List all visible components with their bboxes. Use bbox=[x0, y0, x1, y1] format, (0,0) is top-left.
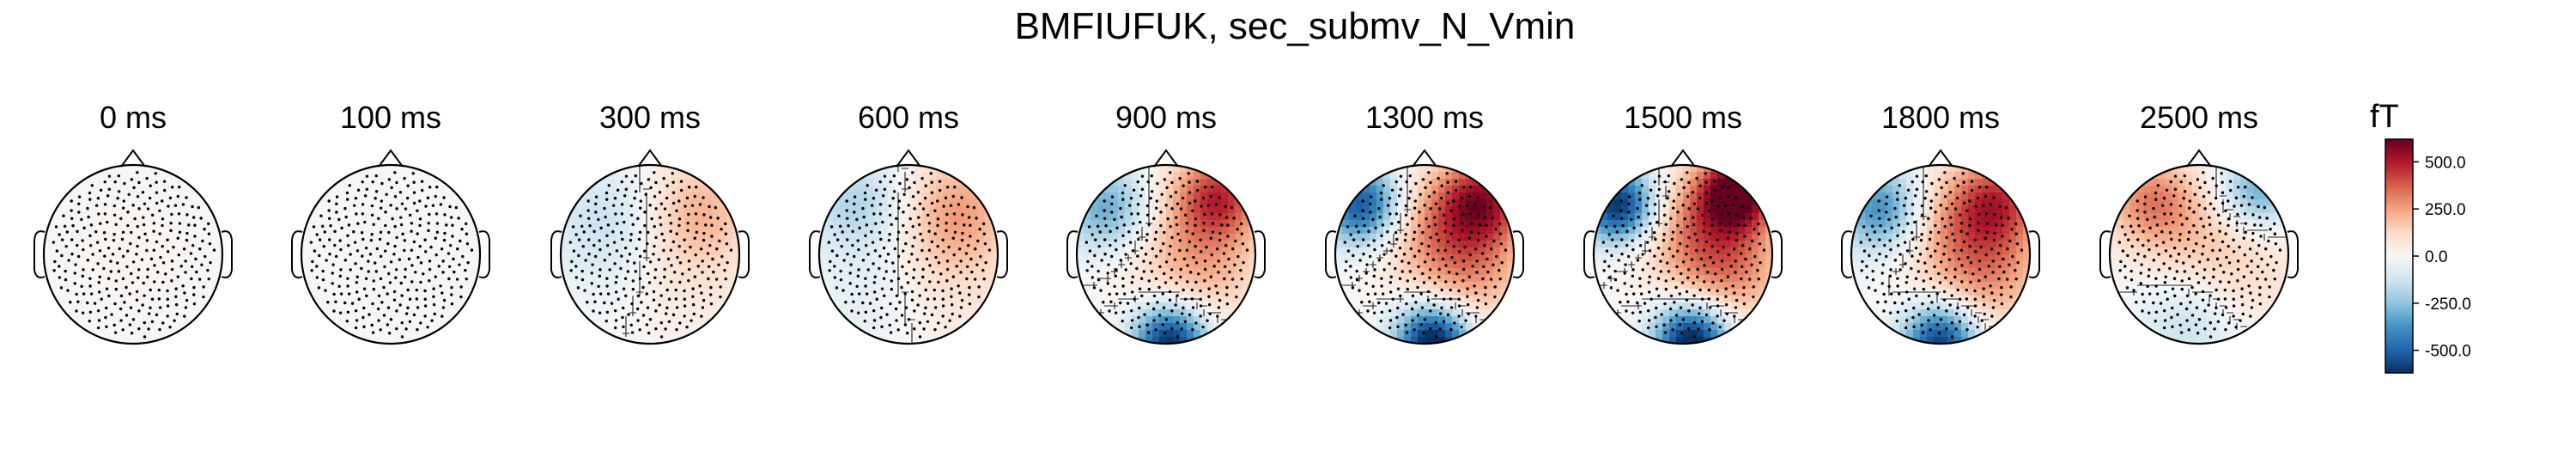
left-ear bbox=[2099, 230, 2111, 278]
topomap-time-label: 300 ms bbox=[599, 100, 701, 135]
sensor-positions bbox=[1343, 171, 1508, 339]
colorbar-tick-label: -250.0 bbox=[2425, 296, 2471, 314]
left-ear bbox=[1325, 230, 1337, 278]
topomap-field bbox=[44, 165, 222, 344]
left-ear bbox=[1066, 230, 1078, 278]
sensor-positions bbox=[309, 171, 474, 339]
left-ear bbox=[809, 230, 821, 278]
left-ear bbox=[291, 230, 303, 278]
topomap-time-label: 1300 ms bbox=[1365, 100, 1484, 135]
left-ear bbox=[33, 230, 46, 278]
topomap-panel: 600 ms bbox=[809, 100, 1008, 345]
topomap-time-label: 0 ms bbox=[100, 100, 167, 135]
topomap-panel: 100 ms bbox=[291, 100, 490, 345]
sensor-positions bbox=[827, 171, 992, 339]
nose-mark bbox=[637, 149, 663, 168]
head-outline bbox=[2108, 163, 2290, 345]
colorbar-tick-label: 0.0 bbox=[2425, 248, 2447, 266]
topomap-panel: 0 ms bbox=[33, 100, 233, 345]
colorbar-tick-label: -500.0 bbox=[2425, 343, 2471, 361]
topomap-panel: 1800 ms bbox=[1841, 100, 2040, 345]
right-ear bbox=[1254, 230, 1266, 278]
sensor-positions bbox=[52, 171, 216, 339]
colorbar-tick-label: 250.0 bbox=[2425, 201, 2466, 219]
sensor-positions bbox=[1859, 171, 2024, 339]
topomap-time-label: 100 ms bbox=[340, 100, 441, 135]
nose-mark bbox=[1412, 149, 1437, 168]
colorbar-ticks: 500.0 250.0 0.0 -250.0 -500.0 bbox=[2413, 154, 2471, 361]
right-ear bbox=[1771, 230, 1783, 278]
left-ear bbox=[1841, 230, 1853, 278]
topomap-time-label: 1500 ms bbox=[1624, 100, 1742, 135]
colorbar-tick-label: 500.0 bbox=[2425, 154, 2466, 172]
colorbar-gradient bbox=[2385, 138, 2414, 374]
sensor-positions bbox=[568, 171, 733, 339]
head-outline bbox=[817, 163, 999, 345]
colorbar-unit-label: fT bbox=[2370, 99, 2399, 135]
topomap-panel: 300 ms bbox=[550, 100, 750, 345]
sensor-positions bbox=[2117, 171, 2282, 339]
nose-mark bbox=[120, 149, 146, 168]
right-ear bbox=[738, 230, 750, 278]
right-ear bbox=[221, 230, 233, 278]
right-ear bbox=[2028, 230, 2040, 278]
head-outline bbox=[300, 163, 482, 345]
head-outline bbox=[1850, 163, 2032, 345]
topomap-panel: 1300 ms bbox=[1325, 100, 1524, 345]
topomap-panel: 1500 ms bbox=[1583, 100, 1783, 345]
topomap-panel: 2500 ms bbox=[2099, 100, 2299, 345]
sensor-positions bbox=[1084, 171, 1249, 339]
figure-title: BMFIUFUK, sec_submv_N_Vmin bbox=[1015, 5, 1576, 47]
right-ear bbox=[996, 230, 1008, 278]
topomap-time-label: 1800 ms bbox=[1881, 100, 2000, 135]
left-ear bbox=[1583, 230, 1595, 278]
head-outline bbox=[559, 163, 741, 345]
head-outline bbox=[1592, 163, 1774, 345]
topomap-time-label: 900 ms bbox=[1115, 100, 1217, 135]
nose-mark bbox=[378, 149, 404, 168]
left-ear bbox=[550, 230, 562, 278]
head-outline bbox=[1075, 163, 1257, 345]
topomap-contours bbox=[2110, 165, 2288, 344]
topomap-panel: 900 ms bbox=[1066, 100, 1266, 345]
right-ear bbox=[478, 230, 490, 278]
nose-mark bbox=[896, 149, 921, 168]
colorbar: fT 500.0 250.0 0.0 -250.0 -500.0 bbox=[2370, 99, 2471, 374]
topomap-time-label: 2500 ms bbox=[2140, 100, 2258, 135]
nose-mark bbox=[1153, 149, 1179, 168]
right-ear bbox=[2287, 230, 2299, 278]
head-outline bbox=[1334, 163, 1516, 345]
sensor-positions bbox=[1601, 171, 1766, 339]
topomap-panels: 0 ms 100 ms 300 ms 600 ms 900 ms 1300 ms 1500 … bbox=[33, 100, 2299, 345]
nose-mark bbox=[1928, 149, 1953, 168]
right-ear bbox=[1512, 230, 1524, 278]
topomap-time-label: 600 ms bbox=[858, 100, 959, 135]
nose-mark bbox=[2186, 149, 2212, 168]
nose-mark bbox=[1670, 149, 1696, 168]
head-outline bbox=[42, 163, 224, 345]
topomap-contours bbox=[618, 165, 650, 344]
